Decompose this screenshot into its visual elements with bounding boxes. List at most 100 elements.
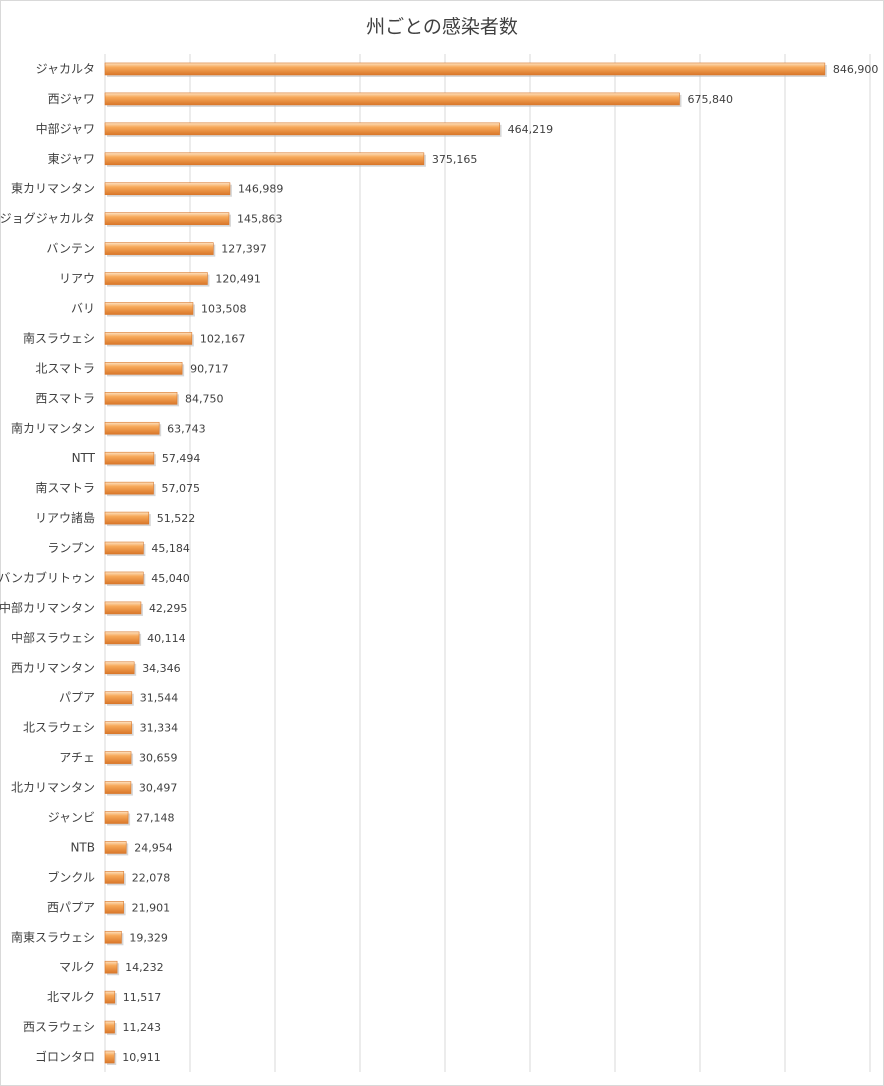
data-label: 63,743 bbox=[167, 422, 206, 435]
data-label: 90,717 bbox=[190, 362, 229, 375]
category-label: 西スラウェシ bbox=[23, 1020, 95, 1034]
category-labels: ジャカルタ西ジャワ中部ジャワ東ジャワ東カリマンタンジョグジャカルタバンテンリアウ… bbox=[0, 62, 96, 1064]
data-label: 24,954 bbox=[134, 841, 173, 854]
data-label: 42,295 bbox=[149, 602, 188, 615]
data-label: 40,114 bbox=[147, 632, 186, 645]
category-label: バンカブリトゥン bbox=[0, 570, 95, 585]
bar bbox=[104, 930, 122, 944]
data-label: 51,522 bbox=[157, 512, 196, 525]
bar bbox=[104, 841, 127, 854]
bar bbox=[104, 871, 125, 884]
data-label: 375,165 bbox=[432, 153, 478, 166]
bar bbox=[104, 1050, 115, 1064]
category-label: ジャンビ bbox=[48, 811, 95, 825]
data-label: 120,491 bbox=[215, 273, 261, 286]
bar bbox=[104, 272, 208, 285]
bar bbox=[104, 541, 144, 555]
bar bbox=[104, 721, 132, 734]
bar bbox=[104, 302, 194, 315]
bar bbox=[104, 1020, 115, 1034]
bar bbox=[104, 481, 154, 495]
data-label: 57,075 bbox=[162, 482, 201, 495]
category-label: ランプン bbox=[47, 541, 95, 555]
bar bbox=[104, 601, 142, 615]
category-label: 南東スラウェシ bbox=[11, 929, 95, 944]
data-label: 14,232 bbox=[125, 961, 164, 974]
data-label: 21,901 bbox=[132, 901, 171, 914]
category-label: 南スラウェシ bbox=[23, 330, 95, 345]
bar bbox=[104, 571, 144, 585]
category-label: 南カリマンタン bbox=[11, 420, 95, 435]
data-label: 11,243 bbox=[123, 1021, 162, 1034]
bar bbox=[104, 212, 230, 225]
bar bbox=[104, 691, 133, 705]
bar bbox=[104, 152, 425, 166]
bar bbox=[104, 751, 132, 764]
category-label: マルク bbox=[59, 960, 95, 974]
category-label: 北スラウェシ bbox=[23, 721, 95, 735]
data-label: 30,659 bbox=[139, 752, 178, 765]
data-label: 57,494 bbox=[162, 452, 201, 465]
data-label: 19,329 bbox=[129, 931, 168, 944]
data-label: 675,840 bbox=[687, 93, 733, 106]
category-label: 北スマトラ bbox=[35, 361, 95, 375]
category-label: リアウ bbox=[59, 272, 95, 286]
data-label: 31,334 bbox=[140, 722, 179, 735]
category-label: バンテン bbox=[46, 242, 95, 256]
bar bbox=[104, 421, 160, 435]
data-label: 103,508 bbox=[201, 303, 247, 316]
bar bbox=[104, 990, 116, 1004]
bar bbox=[104, 122, 500, 136]
category-label: 南スマトラ bbox=[35, 480, 95, 495]
data-label: 146,989 bbox=[238, 183, 284, 196]
bar bbox=[104, 631, 140, 645]
category-label: 西ジャワ bbox=[48, 92, 95, 106]
category-label: NTT bbox=[72, 451, 96, 465]
data-label: 34,346 bbox=[142, 662, 181, 675]
category-label: NTB bbox=[70, 840, 95, 854]
bar bbox=[104, 392, 178, 405]
data-label: 27,148 bbox=[136, 812, 175, 825]
category-label: 中部スラウェシ bbox=[11, 630, 95, 645]
data-label: 45,040 bbox=[151, 572, 190, 585]
data-label: 846,900 bbox=[833, 63, 879, 76]
category-label: 西カリマンタン bbox=[11, 661, 95, 675]
category-label: 西スマトラ bbox=[35, 391, 95, 405]
bar bbox=[104, 362, 183, 375]
bar bbox=[104, 62, 826, 76]
category-label: 東ジャワ bbox=[48, 152, 95, 166]
data-label: 11,517 bbox=[123, 991, 162, 1004]
bar bbox=[104, 182, 231, 196]
category-label: 東カリマンタン bbox=[11, 182, 95, 196]
bar bbox=[104, 811, 129, 824]
data-label: 464,219 bbox=[508, 123, 554, 136]
category-label: バリ bbox=[71, 302, 95, 316]
bar bbox=[104, 661, 135, 675]
data-label: 84,750 bbox=[185, 392, 224, 405]
gridlines bbox=[104, 54, 871, 1072]
bar bbox=[104, 781, 132, 794]
category-label: 北マルク bbox=[47, 990, 95, 1004]
bar bbox=[104, 332, 193, 345]
category-label: ジョグジャカルタ bbox=[0, 212, 95, 226]
bar bbox=[104, 242, 214, 255]
category-label: ジャカルタ bbox=[36, 62, 95, 76]
data-label: 31,544 bbox=[140, 692, 179, 705]
bar bbox=[104, 511, 150, 525]
chart-title: 州ごとの感染者数 bbox=[366, 16, 518, 38]
data-label: 145,863 bbox=[237, 213, 283, 226]
bars bbox=[104, 62, 827, 1066]
data-label: 102,167 bbox=[200, 332, 246, 345]
data-label: 10,911 bbox=[122, 1051, 161, 1064]
category-label: ゴロンタロ bbox=[35, 1049, 95, 1064]
category-label: アチェ bbox=[59, 751, 95, 765]
data-label: 127,397 bbox=[221, 243, 267, 256]
category-label: パプア bbox=[59, 691, 95, 705]
data-labels: 846,900 675,840 464,219 375,165 146,989 145,8… bbox=[122, 63, 878, 1064]
data-label: 45,184 bbox=[151, 542, 190, 555]
bar bbox=[104, 901, 124, 914]
data-label: 22,078 bbox=[132, 871, 171, 884]
bar bbox=[104, 451, 155, 465]
bar bbox=[104, 960, 118, 974]
